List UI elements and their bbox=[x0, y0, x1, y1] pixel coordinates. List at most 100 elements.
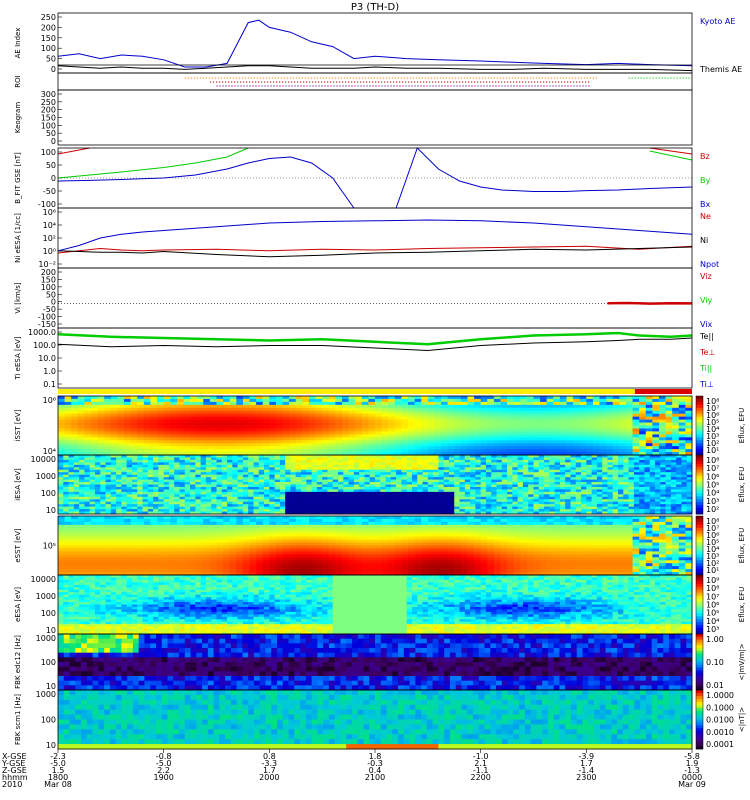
xtick-label: -5.0 bbox=[50, 759, 66, 768]
colorbar-tick: 10⁸ bbox=[706, 584, 719, 593]
ytick-label: 100 bbox=[41, 609, 56, 618]
ytick-label: 0.1 bbox=[43, 380, 56, 389]
colorbar-cell bbox=[696, 542, 703, 546]
ytick-label: 1000 bbox=[36, 634, 56, 643]
ylabel-ni: Ni eESA [1/cc] bbox=[14, 213, 22, 263]
colorbar-cell bbox=[696, 499, 703, 503]
colorbar-cell bbox=[696, 572, 703, 576]
colorbar-tick: 10² bbox=[706, 505, 719, 514]
xtick-label: -5.0 bbox=[156, 759, 172, 768]
colorbar-tick: 10⁷ bbox=[706, 592, 719, 601]
colorbar-cell bbox=[696, 551, 703, 555]
colorbar-cell bbox=[696, 634, 703, 638]
colorbar-cell bbox=[696, 425, 703, 429]
colorbar-cell bbox=[696, 410, 703, 415]
colorbar-tick: 10⁶ bbox=[706, 531, 719, 540]
ytick-label: 50 bbox=[46, 129, 56, 138]
colorbar-cell bbox=[696, 687, 703, 691]
colorbar-cell bbox=[696, 475, 703, 479]
colorbar-cell bbox=[696, 746, 703, 750]
colorbar-tick: 10⁴ bbox=[706, 617, 719, 626]
xtick-label: -1.0 bbox=[473, 752, 489, 761]
colorbar-cell bbox=[696, 472, 703, 477]
colorbar-tick: 10⁵ bbox=[706, 481, 719, 490]
colorbar-tick: 1.00 bbox=[706, 635, 724, 644]
colorbar-tick: 10⁴ bbox=[706, 489, 719, 498]
ylabel-sst_i: iSST [eV] bbox=[14, 409, 22, 441]
colorbar-cell bbox=[696, 598, 703, 602]
colorbar-tick: 10⁶ bbox=[706, 601, 719, 610]
colorbar-tick: 10⁷ bbox=[706, 404, 719, 413]
colorbar-cell bbox=[696, 645, 703, 649]
time-axis: X-GSEY-GSEZ-GSEhhmm2010-2.3-5.01.51800Ma… bbox=[1, 749, 706, 789]
ytick-label: -50 bbox=[43, 187, 56, 196]
colorbar-cell bbox=[696, 737, 703, 741]
colorbar-tick: 10⁹ bbox=[706, 576, 719, 585]
colorbar-cell bbox=[696, 431, 703, 435]
ytick-label: 10 bbox=[46, 626, 56, 635]
ytick-label: 200 bbox=[41, 106, 56, 115]
colorbar-cell bbox=[696, 631, 703, 635]
colorbar-cell bbox=[696, 569, 703, 573]
colorbar-tick: 10⁵ bbox=[706, 418, 719, 427]
colorbar-cell bbox=[696, 511, 703, 515]
colorbar-cell bbox=[696, 521, 703, 526]
colorbar-label: <|nT|> bbox=[738, 707, 746, 732]
colorbar-cell bbox=[696, 548, 703, 552]
ytick-label: 10 bbox=[46, 682, 56, 691]
colorbar-cell bbox=[696, 740, 703, 744]
ylabel-ae: AE Index bbox=[14, 28, 22, 59]
colorbar-cell bbox=[696, 589, 703, 594]
ytick-label: 100 bbox=[41, 658, 56, 667]
colorbar-cell bbox=[696, 508, 703, 512]
ytick-label: -150 bbox=[38, 320, 56, 329]
ylabel-vi: Vi [km/s] bbox=[14, 282, 22, 313]
colorbar-cell bbox=[696, 616, 703, 620]
xtick-label: 1900 bbox=[153, 773, 173, 782]
xtick-label: -1.1 bbox=[473, 766, 489, 775]
legend-bfit-1: By bbox=[700, 176, 710, 185]
colorbar-cell bbox=[696, 446, 703, 450]
ytick-label: 200 bbox=[41, 268, 56, 277]
xtick-label: Mar 09 bbox=[678, 780, 706, 789]
ytick-label: -50 bbox=[43, 305, 56, 314]
colorbar-tick: 0.01 bbox=[706, 681, 724, 690]
ytick-label: 10⁶ bbox=[43, 208, 56, 217]
spectrogram-fbk_edc bbox=[58, 634, 693, 691]
ytick-label: -100 bbox=[38, 200, 56, 209]
colorbar-cell bbox=[696, 592, 703, 597]
ytick-label: 0 bbox=[51, 174, 56, 183]
frame-vi bbox=[57, 267, 693, 329]
ytick-label: 10⁶ bbox=[43, 396, 56, 405]
xtick-label: -2.3 bbox=[50, 752, 66, 761]
colorbar-cell bbox=[696, 662, 703, 666]
colorbar-cell bbox=[696, 566, 703, 570]
ytick-label: 10 bbox=[46, 741, 56, 750]
colorbar-label: Eflux, EFU bbox=[738, 467, 746, 502]
ytick-label: 0 bbox=[51, 137, 56, 146]
colorbar-cell bbox=[696, 539, 703, 543]
legend-ae-1: Themis AE bbox=[699, 65, 742, 74]
ytick-label: 1000 bbox=[36, 472, 56, 481]
colorbar-tick: 10⁴ bbox=[706, 425, 719, 434]
colorbar-cell bbox=[696, 667, 703, 671]
colorbar-cell bbox=[696, 527, 703, 532]
colorbar-cell bbox=[696, 673, 703, 677]
ylabel-roi: ROI bbox=[14, 75, 22, 87]
bfit-series-Bz bbox=[57, 147, 693, 155]
ytick-label: 300 bbox=[41, 90, 56, 99]
colorbar-cell bbox=[696, 554, 703, 558]
colorbar-cell bbox=[696, 704, 703, 709]
colorbar-cell bbox=[696, 460, 703, 465]
legend-ae-0: Kyoto AE bbox=[700, 17, 735, 26]
xtick-label: 2.1 bbox=[474, 759, 487, 768]
colorbar-cell bbox=[696, 577, 703, 582]
colorbar-cell bbox=[696, 653, 703, 657]
spectrogram-fbk_scm bbox=[58, 690, 693, 750]
colorbar-tick: 0.1000 bbox=[706, 703, 734, 712]
axis-row-label: Z-GSE bbox=[2, 766, 27, 775]
colorbar-cell bbox=[696, 490, 703, 494]
colorbar-tick: 10³ bbox=[706, 552, 719, 561]
legend-bfit-0: Bz bbox=[700, 152, 710, 161]
